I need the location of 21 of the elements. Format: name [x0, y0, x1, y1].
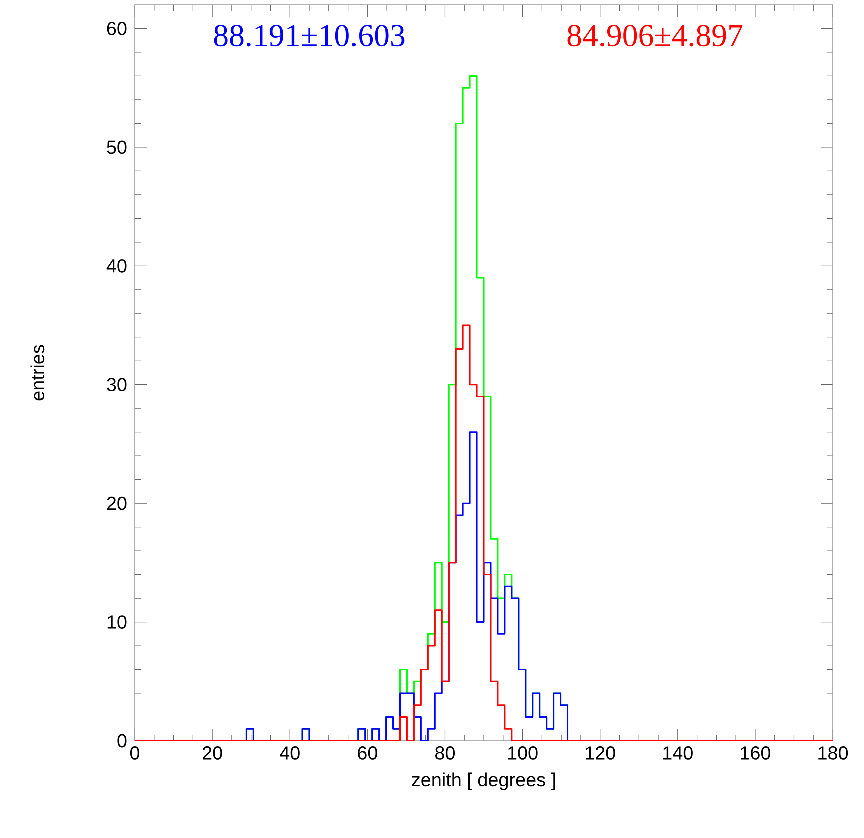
x-tick-label: 40	[280, 746, 300, 760]
y-tick-label: 60	[107, 22, 127, 36]
x-tick-label: 120	[586, 746, 616, 760]
x-tick-label: 140	[664, 746, 693, 760]
x-tick-label: 60	[358, 746, 378, 760]
annotation: 84.906±4.897	[568, 25, 743, 47]
x-tick-label: 0	[130, 746, 140, 760]
y-tick-label: 20	[107, 496, 127, 510]
y-tick-label: 50	[107, 140, 127, 154]
y-tick-label: 10	[108, 616, 127, 629]
x-tick-label: 160	[741, 746, 770, 760]
x-tick-label: 80	[436, 746, 456, 760]
x-tick-label: 20	[202, 746, 222, 760]
y-axis-title: entries	[30, 345, 45, 401]
x-tick-label: 180	[818, 746, 848, 760]
annotation: 88.191±10.603	[214, 25, 405, 47]
y-tick-label: 30	[107, 378, 127, 392]
x-tick-label: 100	[508, 746, 538, 760]
y-tick-label: 40	[106, 259, 127, 273]
x-axis-title: zenith [ degrees ]	[412, 772, 556, 790]
y-tick-label: 0	[118, 734, 127, 748]
